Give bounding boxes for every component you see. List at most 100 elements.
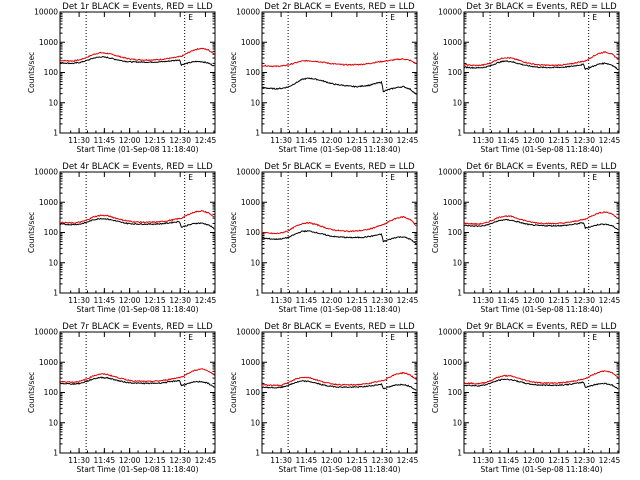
x-tick-label: 12:45 (599, 456, 621, 465)
y-tick-label: 100 (448, 228, 463, 237)
series-line-lld (262, 215, 417, 235)
x-tick-label: 12:45 (599, 136, 621, 145)
y-tick-label: 1000 (443, 38, 462, 47)
y-tick-label: 10 (250, 98, 260, 107)
series-line-events (262, 229, 417, 245)
x-axis-label: Start Time (01-Sep-08 11:18:40) (279, 305, 401, 314)
x-tick-label: 12:00 (321, 456, 343, 465)
x-tick-label: 12:45 (195, 136, 217, 145)
y-tick-label: 1 (255, 289, 260, 298)
x-tick-label: 11:45 (94, 456, 116, 465)
y-tick-label: 100 (448, 68, 463, 77)
y-tick-label: 10000 (34, 168, 58, 177)
x-tick-label: 12:00 (321, 296, 343, 305)
x-axis-label: Start Time (01-Sep-08 11:18:40) (279, 145, 401, 154)
y-axis-label: Counts/sec (431, 212, 440, 253)
panel-det-8r: Det 8r BLACK = Events, RED = LLD 1 10 100 10… (229, 322, 418, 474)
y-tick-label: 10000 (34, 8, 58, 17)
panel-det-1r: Det 1r BLACK = Events, RED = LLD 1 10 100 10… (27, 2, 216, 154)
x-tick-label: 12:15 (346, 296, 368, 305)
x-axis-label: Start Time (01-Sep-08 11:18:40) (279, 465, 401, 474)
y-tick-label: 100 (246, 228, 261, 237)
y-tick-label: 10 (452, 418, 462, 427)
y-tick-label: 1000 (241, 198, 260, 207)
series-line-lld (262, 371, 417, 387)
e-marker: E (390, 333, 395, 342)
x-tick-label: 11:30 (68, 456, 90, 465)
panel-title: Det 7r BLACK = Events, RED = LLD (62, 322, 213, 332)
y-tick-label: 10000 (438, 168, 462, 177)
x-tick-label: 12:45 (397, 456, 419, 465)
y-tick-label: 10000 (236, 168, 260, 177)
y-axis-label: Counts/sec (229, 212, 238, 253)
y-tick-label: 1 (457, 289, 462, 298)
x-axis-label: Start Time (01-Sep-08 11:18:40) (481, 465, 603, 474)
y-axis-label: Counts/sec (27, 52, 36, 93)
x-tick-label: 12:45 (397, 136, 419, 145)
series-line-lld (464, 370, 619, 385)
x-axis-label: Start Time (01-Sep-08 11:18:40) (481, 145, 603, 154)
x-tick-label: 11:45 (498, 296, 520, 305)
y-tick-label: 10000 (236, 328, 260, 337)
y-tick-label: 10000 (438, 328, 462, 337)
panel-title: Det 1r BLACK = Events, RED = LLD (62, 2, 213, 12)
panel-title: Det 9r BLACK = Events, RED = LLD (466, 322, 617, 332)
x-tick-label: 12:15 (548, 456, 570, 465)
x-tick-label: 12:00 (523, 296, 545, 305)
x-tick-label: 12:30 (573, 296, 595, 305)
y-tick-label: 10 (48, 418, 58, 427)
panel-det-6r: Det 6r BLACK = Events, RED = LLD 1 10 100 10… (431, 162, 620, 314)
series-line-lld (60, 47, 215, 62)
series-line-lld (60, 209, 215, 225)
y-tick-label: 10000 (438, 8, 462, 17)
y-axis-label: Counts/sec (229, 372, 238, 413)
series-line-events (262, 380, 417, 391)
series-line-events (464, 60, 619, 71)
e-marker: E (592, 333, 597, 342)
panel-det-5r: Det 5r BLACK = Events, RED = LLD 1 10 100 10… (229, 162, 418, 314)
y-tick-label: 100 (44, 68, 59, 77)
y-tick-label: 100 (44, 228, 59, 237)
x-tick-label: 12:00 (523, 136, 545, 145)
x-axis-label: Start Time (01-Sep-08 11:18:40) (77, 145, 199, 154)
x-tick-label: 12:30 (573, 136, 595, 145)
panel-det-3r: Det 3r BLACK = Events, RED = LLD 1 10 100 10… (431, 2, 620, 154)
y-axis-label: Counts/sec (27, 212, 36, 253)
series-line-events (60, 376, 215, 388)
y-tick-label: 1000 (39, 358, 58, 367)
plot-frame (261, 11, 418, 134)
x-tick-label: 11:45 (296, 456, 318, 465)
series-line-events (464, 378, 619, 390)
x-tick-label: 11:45 (296, 296, 318, 305)
y-tick-label: 1000 (443, 358, 462, 367)
series-line-events (464, 218, 619, 231)
y-tick-label: 1 (53, 449, 58, 458)
series-line-events (60, 56, 215, 67)
plot-frame (59, 171, 216, 294)
plot-frame (59, 331, 216, 454)
plot-frame (261, 331, 418, 454)
y-tick-label: 1000 (241, 358, 260, 367)
x-tick-label: 12:30 (573, 456, 595, 465)
e-marker: E (592, 173, 597, 182)
x-tick-label: 12:15 (144, 456, 166, 465)
e-marker: E (592, 13, 597, 22)
x-tick-label: 12:00 (119, 136, 141, 145)
panel-title: Det 4r BLACK = Events, RED = LLD (62, 162, 213, 172)
panel-det-7r: Det 7r BLACK = Events, RED = LLD 1 10 100 10… (27, 322, 216, 474)
y-tick-label: 10000 (236, 8, 260, 17)
x-axis-label: Start Time (01-Sep-08 11:18:40) (77, 465, 199, 474)
x-tick-label: 12:00 (119, 456, 141, 465)
y-tick-label: 10 (48, 98, 58, 107)
panel-title: Det 2r BLACK = Events, RED = LLD (264, 2, 415, 12)
series-line-events (262, 77, 417, 95)
x-tick-label: 12:15 (144, 136, 166, 145)
y-tick-label: 1 (255, 449, 260, 458)
x-tick-label: 12:00 (523, 456, 545, 465)
x-tick-label: 12:30 (169, 136, 191, 145)
y-tick-label: 10 (452, 98, 462, 107)
x-tick-label: 12:45 (195, 296, 217, 305)
panel-title: Det 5r BLACK = Events, RED = LLD (264, 162, 415, 172)
panel-det-2r: Det 2r BLACK = Events, RED = LLD 1 10 100 10… (229, 2, 418, 154)
y-axis-label: Counts/sec (431, 372, 440, 413)
